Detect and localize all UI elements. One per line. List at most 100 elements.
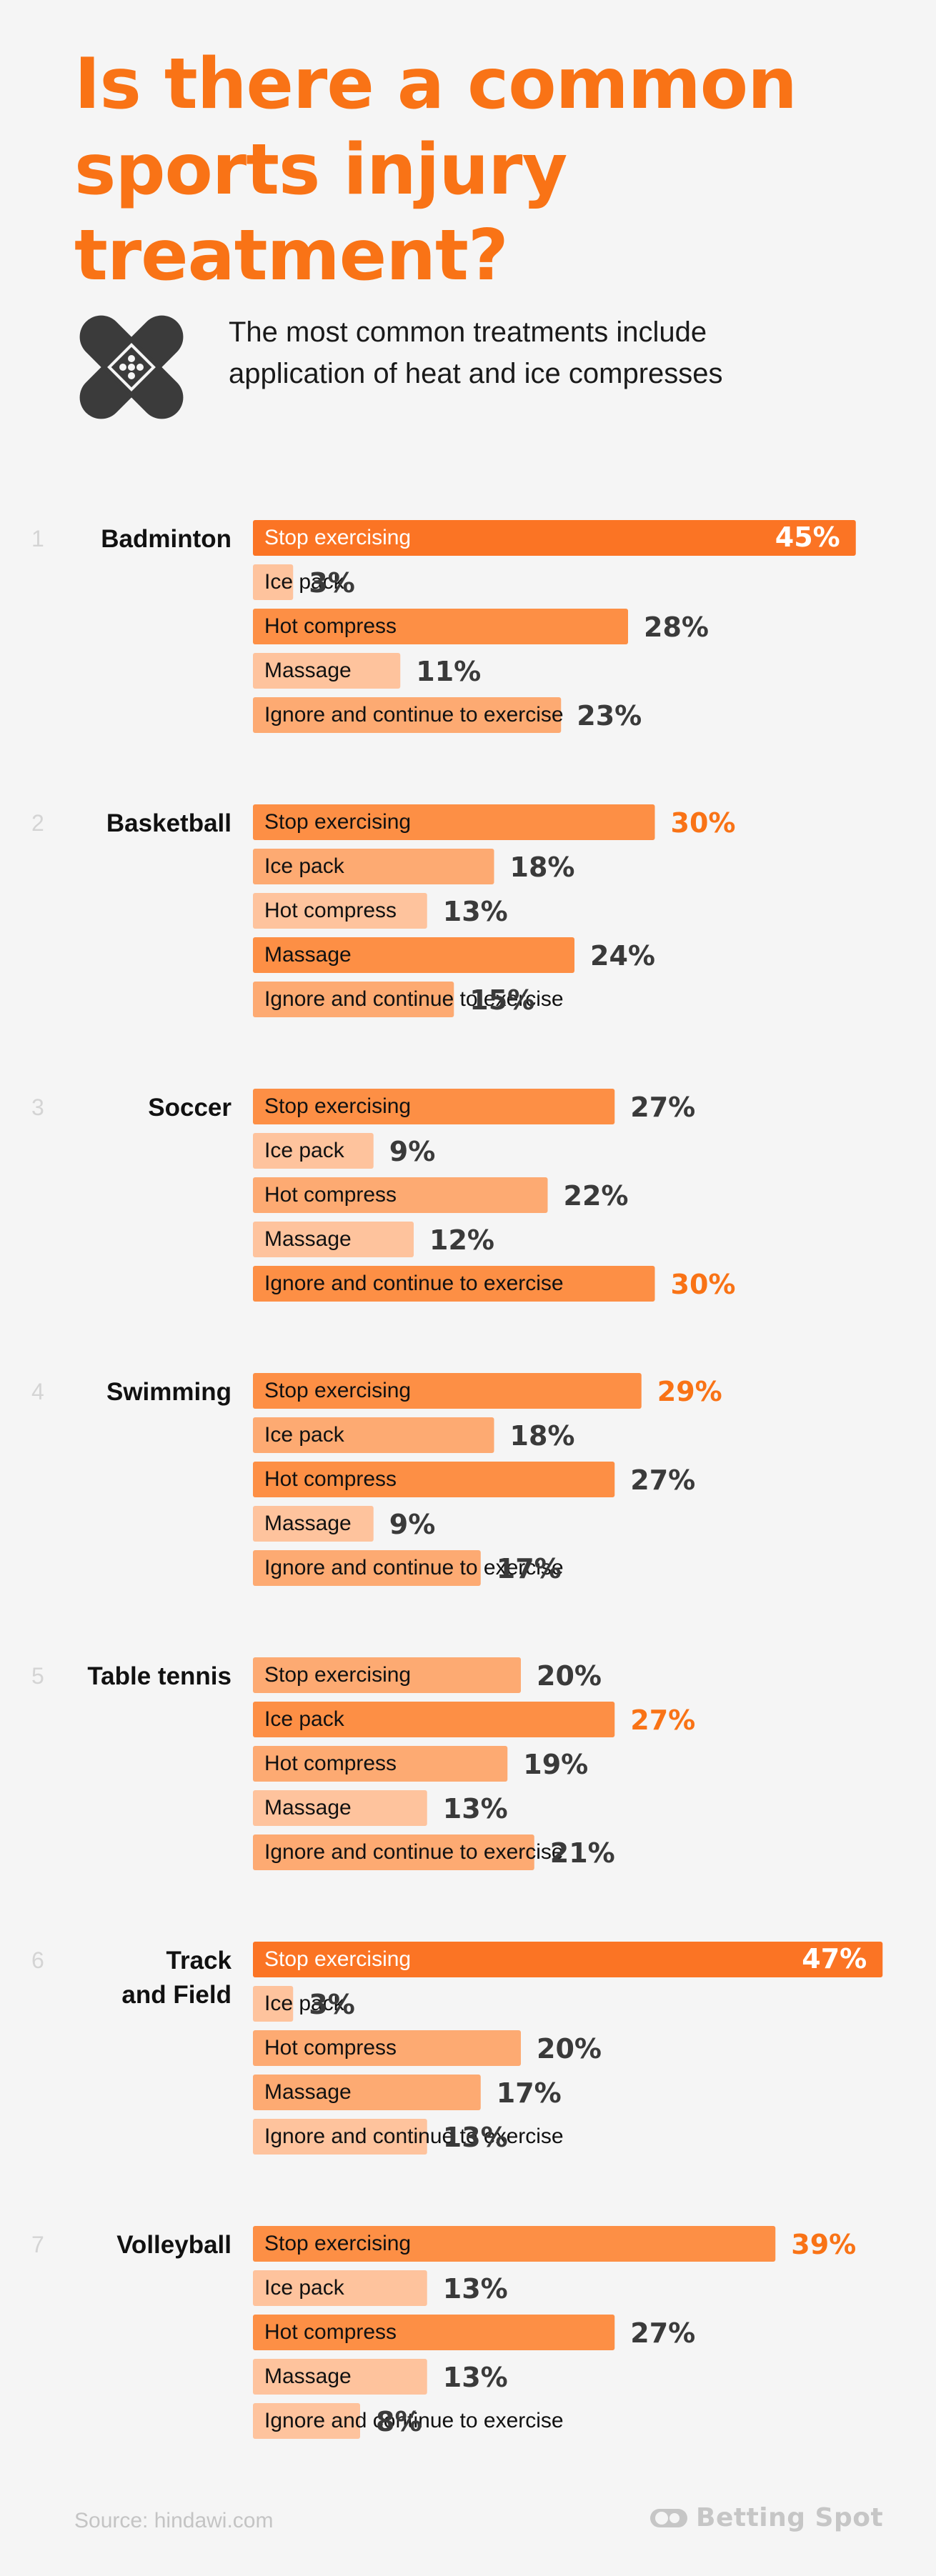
bar-value: 27%	[630, 2317, 695, 2349]
page-title: Is there a common sports injury treatmen…	[74, 41, 896, 299]
bar-label: Massage	[264, 659, 352, 682]
bar-label: Massage	[264, 1512, 352, 1535]
rank-number: 3	[31, 1094, 44, 1120]
bar	[253, 1133, 374, 1169]
bar-label: Ignore and continue to exercise	[264, 987, 564, 1011]
bar-label: Hot compress	[264, 899, 397, 922]
toggle-logo-icon	[650, 2508, 687, 2527]
bar-value: 13%	[443, 2362, 508, 2393]
bar	[253, 2030, 521, 2066]
sport-name: Badminton	[101, 525, 231, 553]
bar-value: 13%	[443, 1793, 508, 1824]
bar	[253, 982, 454, 1017]
bar	[253, 2403, 360, 2439]
bar-label: Ignore and continue to exercise	[264, 1840, 564, 1864]
bar-value: 17%	[497, 2077, 562, 2109]
bar-value: 13%	[443, 896, 508, 927]
bar	[253, 2119, 427, 2155]
rank-number: 6	[31, 1947, 44, 1973]
bar	[253, 1089, 615, 1124]
bar-value: 21%	[550, 1837, 615, 1869]
bar-value: 11%	[416, 656, 481, 687]
bar	[253, 1550, 481, 1586]
bar	[253, 1746, 508, 1782]
bar-value: 47%	[802, 1943, 867, 1975]
bar-value: 39%	[791, 2229, 856, 2260]
bar	[253, 520, 856, 556]
bar-label: Stop exercising	[264, 2232, 411, 2255]
bar-label: Massage	[264, 1796, 352, 1819]
bar	[253, 1834, 534, 1870]
bar	[253, 1790, 427, 1826]
bar	[253, 1417, 494, 1453]
rank-number: 4	[31, 1379, 44, 1404]
sport-name: Track	[166, 1947, 232, 1975]
bar	[253, 937, 574, 973]
bar	[253, 1266, 655, 1302]
bar-label: Ignore and continue to exercise	[264, 2409, 564, 2432]
bar-value: 29%	[657, 1376, 722, 1407]
brand-name: Betting Spot	[696, 2503, 884, 2532]
brand-logo: Betting Spot	[649, 2503, 883, 2532]
bar-value: 13%	[443, 2273, 508, 2305]
title-line: treatment?	[74, 215, 509, 296]
bar	[253, 1177, 548, 1213]
bar	[253, 2270, 427, 2306]
bar-label: Hot compress	[264, 614, 397, 638]
bar	[253, 1222, 414, 1257]
bar	[253, 893, 427, 929]
bar	[253, 564, 294, 600]
bar-value: 18%	[510, 1420, 575, 1452]
bar-label: Ignore and continue to exercise	[264, 703, 564, 727]
bar-value: 9%	[389, 1136, 436, 1167]
bar-label: Ice pack	[264, 1423, 345, 1447]
bar-label: Hot compress	[264, 1467, 397, 1491]
source-note: Source: hindawi.com	[74, 2509, 274, 2532]
bar-label: Stop exercising	[264, 1947, 411, 1971]
bandage-icon	[79, 315, 184, 419]
bar-label: Stop exercising	[264, 1663, 411, 1687]
subtitle-line: application of heat and ice compresses	[229, 358, 723, 389]
bar-label: Ice pack	[264, 1139, 345, 1162]
bar-value: 30%	[671, 1269, 736, 1300]
bar-label: Ignore and continue to exercise	[264, 1556, 564, 1579]
sport-name: Basketball	[106, 809, 231, 837]
bar-value: 12%	[429, 1224, 494, 1256]
bar-label: Stop exercising	[264, 1094, 411, 1118]
bar-value: 8%	[376, 2406, 422, 2437]
rank-number: 7	[31, 2232, 44, 2257]
bar-label: Ice pack	[264, 570, 345, 594]
bar	[253, 2226, 776, 2262]
sport-name: Soccer	[148, 1094, 231, 1122]
rank-number: 2	[31, 810, 44, 836]
bar	[253, 1657, 521, 1693]
bar	[253, 1373, 642, 1409]
bar-label: Stop exercising	[264, 810, 411, 834]
sport-name: Volleyball	[116, 2231, 231, 2259]
bar-label: Ice pack	[264, 1707, 345, 1731]
bar-label: Ignore and continue to exercise	[264, 1272, 564, 1295]
bar-value: 27%	[630, 1092, 695, 1123]
bar-value: 18%	[510, 852, 575, 883]
bar-label: Ignore and continue to exercise	[264, 2125, 564, 2148]
bar-value: 20%	[537, 1660, 602, 1692]
bar-value: 20%	[537, 2033, 602, 2065]
bar-label: Hot compress	[264, 1183, 397, 1207]
bar-label: Stop exercising	[264, 526, 411, 549]
bar-label: Hot compress	[264, 2320, 397, 2344]
bar-label: Ice pack	[264, 2276, 345, 2300]
bar-value: 30%	[671, 807, 736, 839]
subtitle-line: The most common treatments include	[229, 316, 707, 348]
bar-label: Massage	[264, 943, 352, 967]
bar-value: 27%	[630, 1704, 695, 1736]
bar	[253, 2075, 481, 2110]
bar-label: Ice pack	[264, 1992, 345, 2015]
rank-number: 5	[31, 1663, 44, 1689]
bar	[253, 1986, 294, 2022]
sport-name: and Field	[121, 1981, 231, 2009]
title-line: sports injury	[74, 129, 567, 211]
bar-label: Massage	[264, 2080, 352, 2104]
rank-number: 1	[31, 526, 44, 551]
bar	[253, 849, 494, 884]
bar	[253, 1942, 883, 1977]
